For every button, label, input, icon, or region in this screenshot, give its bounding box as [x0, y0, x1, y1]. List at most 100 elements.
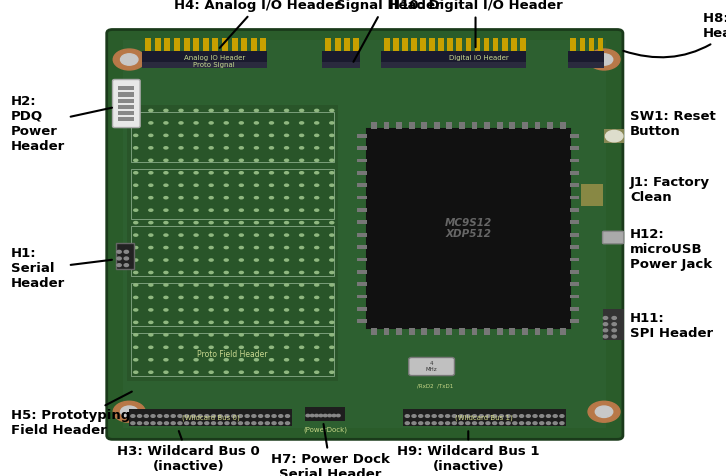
Circle shape [171, 422, 175, 425]
Circle shape [269, 271, 274, 274]
Circle shape [253, 246, 259, 249]
Bar [131, 226, 334, 276]
Circle shape [208, 370, 214, 374]
Circle shape [193, 308, 199, 312]
Circle shape [272, 415, 276, 417]
Bar [371, 328, 377, 335]
Circle shape [299, 271, 304, 274]
Circle shape [148, 333, 154, 337]
Circle shape [179, 271, 184, 274]
Circle shape [299, 159, 304, 162]
Bar [357, 282, 367, 286]
Bar [465, 38, 471, 51]
Bar [421, 328, 427, 335]
Circle shape [171, 415, 175, 417]
Circle shape [113, 401, 145, 422]
Circle shape [238, 422, 242, 425]
Circle shape [405, 415, 409, 417]
Bar [568, 51, 604, 62]
Circle shape [306, 414, 310, 417]
Circle shape [253, 283, 259, 287]
Circle shape [163, 358, 168, 362]
Circle shape [133, 221, 139, 225]
Circle shape [612, 323, 616, 326]
FancyBboxPatch shape [123, 40, 606, 428]
Circle shape [466, 422, 470, 425]
Bar [142, 62, 267, 68]
Circle shape [224, 308, 229, 312]
Bar [579, 38, 585, 51]
Circle shape [479, 422, 484, 425]
Circle shape [133, 246, 139, 249]
Bar [357, 159, 367, 162]
Circle shape [193, 233, 199, 237]
Circle shape [245, 422, 249, 425]
Bar [251, 38, 257, 51]
Bar [357, 270, 367, 274]
Circle shape [133, 109, 139, 112]
Text: H1:
Serial
Header: H1: Serial Header [11, 248, 112, 290]
Circle shape [239, 221, 244, 225]
Circle shape [239, 320, 244, 324]
Circle shape [193, 358, 199, 362]
Circle shape [239, 233, 244, 237]
Circle shape [269, 370, 274, 374]
Circle shape [269, 171, 274, 175]
Circle shape [329, 233, 335, 237]
Bar [184, 38, 189, 51]
Circle shape [329, 370, 335, 374]
Circle shape [208, 159, 214, 162]
Bar [604, 129, 624, 143]
Circle shape [603, 335, 608, 338]
Circle shape [224, 146, 229, 149]
Circle shape [269, 183, 274, 187]
Bar [357, 233, 367, 237]
Circle shape [269, 221, 274, 225]
Circle shape [224, 208, 229, 212]
Circle shape [193, 109, 199, 112]
Circle shape [314, 159, 319, 162]
Circle shape [133, 159, 139, 162]
Circle shape [479, 415, 484, 417]
Text: Analog IO Header
Proto Signal: Analog IO Header Proto Signal [184, 55, 245, 68]
Circle shape [224, 271, 229, 274]
Circle shape [179, 308, 184, 312]
Circle shape [163, 296, 168, 299]
Circle shape [547, 415, 550, 417]
Circle shape [208, 358, 214, 362]
Circle shape [299, 121, 304, 125]
FancyBboxPatch shape [113, 79, 140, 128]
Circle shape [314, 183, 319, 187]
Bar [570, 282, 579, 286]
Circle shape [133, 283, 139, 287]
Bar [335, 38, 340, 51]
Circle shape [329, 358, 335, 362]
Bar [459, 328, 465, 335]
Circle shape [208, 221, 214, 225]
Circle shape [224, 183, 229, 187]
Bar [305, 407, 345, 421]
Circle shape [239, 258, 244, 262]
Circle shape [163, 171, 168, 175]
Circle shape [179, 333, 184, 337]
Circle shape [269, 283, 274, 287]
Circle shape [285, 415, 290, 417]
Circle shape [329, 320, 335, 324]
Circle shape [299, 246, 304, 249]
Circle shape [425, 422, 430, 425]
Circle shape [239, 308, 244, 312]
Circle shape [459, 422, 463, 425]
Circle shape [148, 370, 154, 374]
Text: Proto Field Header: Proto Field Header [197, 350, 268, 359]
Circle shape [148, 183, 154, 187]
Circle shape [284, 159, 289, 162]
Bar [357, 196, 367, 199]
Text: H4: Analog I/O Header: H4: Analog I/O Header [174, 0, 341, 48]
Circle shape [314, 121, 319, 125]
Bar [383, 328, 389, 335]
Circle shape [117, 264, 121, 267]
Circle shape [314, 283, 319, 287]
Circle shape [163, 370, 168, 374]
Circle shape [329, 308, 335, 312]
Bar [174, 38, 180, 51]
